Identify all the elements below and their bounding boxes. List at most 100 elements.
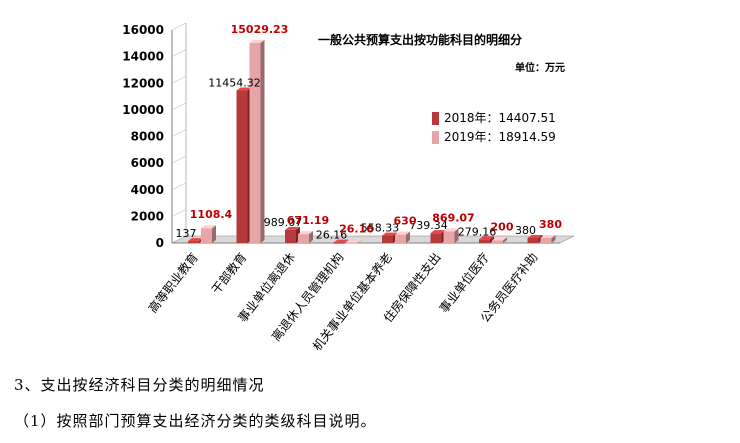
data-label-2018年: 137: [176, 227, 197, 240]
bar-top: [395, 231, 411, 235]
bar-2018年-事业单位离退休: [285, 226, 301, 243]
bar-top: [443, 228, 459, 232]
bar-front: [527, 237, 539, 243]
chart-title: 一般公共预算支出按功能科目的明细分: [318, 32, 522, 47]
bar-2018年-离退休人员管理机构: [333, 239, 349, 244]
bar-side: [309, 231, 314, 243]
bar-top: [298, 231, 314, 235]
gridlines: [171, 22, 187, 244]
gridline-diagonal: [171, 235, 187, 244]
bar-top: [236, 87, 252, 91]
gridline-diagonal: [171, 129, 187, 137]
legend-swatch-2018: [432, 112, 439, 125]
bar-side: [490, 236, 495, 243]
bar-2019年-公务员医疗补助: [540, 234, 556, 243]
data-label-2018年: 989.07: [264, 216, 303, 229]
y-tick-label: 16000: [122, 23, 164, 37]
y-tick-label: 0: [156, 236, 164, 250]
bar-2019年-高等职业教育: [201, 225, 217, 243]
legend-swatch-2019: [432, 131, 439, 144]
bar-front: [540, 237, 552, 243]
bar-2018年-干部教育: [236, 87, 252, 243]
data-label-2018年: 380: [515, 224, 536, 237]
x-category-label: 事业单位医疗: [436, 250, 492, 316]
chart-floor-plane: [171, 235, 575, 244]
bar-side: [551, 234, 556, 243]
data-label-2019年: 380: [539, 218, 562, 231]
data-label-2019年: 630: [394, 215, 417, 228]
bar-2019年-干部教育: [249, 39, 265, 244]
bar-front: [395, 234, 407, 243]
bar-front: [443, 231, 455, 243]
bar-front: [479, 239, 491, 243]
bar-front: [346, 242, 358, 244]
bar-top: [201, 225, 217, 229]
data-label-2019年: 15029.23: [231, 23, 289, 36]
bar-2019年-机关事业单位基本养老: [395, 231, 411, 243]
legend: 2018年：14407.51 2019年：18914.59: [432, 111, 556, 144]
data-label-2019年: 869.07: [432, 211, 474, 224]
x-category-label: 高等职业教育: [145, 250, 201, 316]
bar-side: [454, 228, 459, 243]
bar-top: [382, 232, 398, 236]
y-tick-label: 6000: [131, 156, 164, 170]
bar-top: [527, 234, 543, 238]
bar-side: [503, 237, 508, 243]
bar-front: [298, 234, 310, 243]
data-label-2019年: 200: [491, 220, 514, 233]
bar-chart: 0 2000 4000 6000 8000 10000 12000 14000 16000 高等职…: [122, 22, 575, 353]
bar-top: [540, 234, 556, 238]
y-tick-label: 14000: [122, 50, 164, 64]
x-category-label: 机关事业单位基本养老: [309, 250, 395, 354]
bar-side: [212, 225, 217, 243]
bar-side: [344, 239, 349, 243]
bar-top: [333, 239, 349, 243]
axes: 0 2000 4000 6000 8000 10000 12000 14000 16000 高等职…: [122, 23, 560, 353]
bar-front: [201, 228, 213, 243]
data-label-2018年: 26.16: [316, 229, 348, 242]
gridline-diagonal: [171, 75, 187, 84]
gridline-diagonal: [171, 22, 187, 31]
bar-side: [406, 231, 411, 243]
bar-side: [260, 39, 265, 244]
data-label-2018年: 279.16: [458, 225, 497, 238]
chart-floor: [171, 235, 575, 244]
y-tick-label: 12000: [122, 76, 164, 90]
data-label-2018年: 558.33: [361, 222, 400, 235]
section-heading: 3、支出按经济科目分类的明细情况: [14, 376, 265, 394]
y-tick-label: 2000: [131, 209, 164, 223]
bar-front: [430, 233, 442, 243]
bar-front: [333, 242, 345, 244]
bars: [188, 39, 556, 244]
bar-front: [382, 235, 394, 243]
bar-2019年-住房保障性支出: [443, 228, 459, 243]
legend-entry-2018: 2018年：14407.51: [444, 111, 556, 125]
gridline-diagonal: [171, 155, 187, 164]
bar-top: [346, 239, 362, 243]
bar-top: [188, 238, 204, 242]
y-tick-label: 10000: [122, 103, 164, 117]
bar-side: [357, 239, 362, 243]
bar-front: [188, 241, 200, 243]
bar-top: [430, 230, 446, 234]
gridline-diagonal: [171, 182, 187, 191]
bar-top: [249, 39, 265, 43]
y-tick-label: 4000: [131, 183, 164, 197]
bar-2019年-离退休人员管理机构: [346, 239, 362, 244]
bar-front: [492, 240, 504, 243]
data-label-2019年: 26.16: [339, 223, 374, 236]
bar-2019年-事业单位医疗: [492, 237, 508, 243]
gridline-diagonal: [171, 209, 187, 217]
data-label-2019年: 1108.4: [190, 208, 233, 221]
legend-entry-2019: 2019年：18914.59: [444, 130, 556, 144]
gridline-diagonal: [171, 49, 187, 57]
bar-front: [285, 229, 297, 243]
unit-label: 单位：万元: [515, 61, 565, 74]
y-tick-label: 8000: [131, 130, 164, 144]
bar-front: [249, 42, 261, 244]
bar-front: [236, 90, 248, 243]
bar-2019年-事业单位离退休: [298, 231, 314, 243]
x-category-label: 干部教育: [208, 250, 249, 297]
section-subheading: （1）按照部门预算支出经济分类的类级科目说明。: [14, 412, 377, 430]
